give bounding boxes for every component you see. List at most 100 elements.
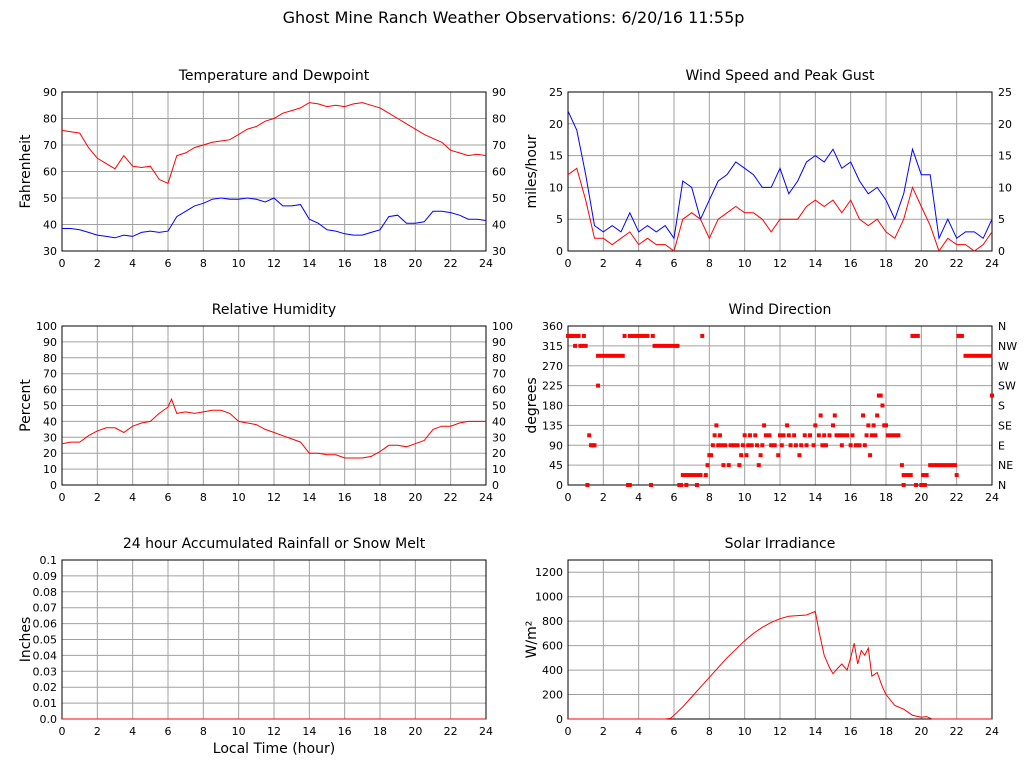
direction-point <box>889 433 894 438</box>
direction-point <box>884 423 888 428</box>
direction-point <box>990 393 994 398</box>
x-tick-label: 12 <box>773 491 787 504</box>
direction-point <box>627 483 632 487</box>
direction-point <box>967 353 972 358</box>
y-tick-label-right: 90 <box>492 336 506 349</box>
chart-title: Wind Direction <box>729 302 832 318</box>
y-tick-label-right: 50 <box>492 400 506 413</box>
x-tick-label: 12 <box>267 725 281 738</box>
y-axis-label: Percent <box>18 379 34 432</box>
x-tick-label: 20 <box>914 725 928 738</box>
direction-point <box>799 443 804 448</box>
direction-point <box>823 443 828 448</box>
y-tick-label: 0.0 <box>40 713 58 726</box>
direction-point <box>896 433 901 438</box>
x-tick-label: 6 <box>671 725 678 738</box>
compass-tick-label: S <box>998 400 1005 413</box>
compass-tick-label: N <box>998 479 1006 492</box>
y-tick-label: 45 <box>549 459 563 472</box>
direction-point <box>954 473 959 478</box>
x-tick-label: 18 <box>879 491 893 504</box>
direction-point <box>938 463 943 468</box>
direction-point <box>576 333 581 338</box>
y-tick-label: 30 <box>43 431 57 444</box>
direction-point <box>687 473 692 478</box>
x-tick-label: 20 <box>914 257 928 270</box>
direction-point <box>788 443 793 448</box>
x-tick-label: 24 <box>479 257 493 270</box>
x-tick-label: 0 <box>59 257 66 270</box>
x-tick-label: 22 <box>950 725 964 738</box>
direction-point <box>981 353 986 358</box>
direction-point <box>834 433 839 438</box>
direction-point <box>922 483 927 487</box>
direction-point <box>808 433 813 438</box>
direction-point <box>675 343 680 348</box>
direction-point <box>827 433 832 438</box>
x-tick-label: 18 <box>879 257 893 270</box>
plot-frame <box>61 91 487 252</box>
compass-tick-label: SE <box>998 419 1012 432</box>
y-tick-label-right: 10 <box>492 463 506 476</box>
direction-point <box>885 433 890 438</box>
direction-point <box>680 473 685 478</box>
direction-point <box>818 413 823 418</box>
direction-point <box>580 343 585 348</box>
direction-point <box>970 353 975 358</box>
x-tick-label: 18 <box>373 491 387 504</box>
x-tick-label: 22 <box>950 257 964 270</box>
plot-frame <box>567 325 993 486</box>
direction-point <box>952 463 957 468</box>
direction-point <box>831 423 835 428</box>
direction-point <box>717 433 722 438</box>
compass-tick-label: N <box>998 320 1006 333</box>
direction-point <box>714 423 719 428</box>
x-tick-label: 14 <box>808 491 822 504</box>
y-tick-label-right: 5 <box>998 213 1005 226</box>
direction-point <box>816 433 821 438</box>
direction-point <box>839 443 844 448</box>
x-tick-label: 14 <box>302 491 316 504</box>
direction-point <box>663 343 668 348</box>
y-tick-label-right: 50 <box>492 192 506 205</box>
direction-point <box>573 343 578 348</box>
y-tick-label: 40 <box>43 415 57 428</box>
x-tick-label: 6 <box>671 257 678 270</box>
x-tick-label: 8 <box>706 491 713 504</box>
direction-point <box>880 403 885 408</box>
y-tick-label: 0 <box>556 713 563 726</box>
y-tick-label: 1200 <box>535 566 563 579</box>
direction-point <box>645 333 650 338</box>
direction-point <box>878 393 883 398</box>
x-tick-label: 0 <box>565 491 572 504</box>
y-tick-label: 180 <box>542 400 563 413</box>
direction-point <box>641 333 646 338</box>
x-tick-label: 14 <box>808 725 822 738</box>
y-tick-label-right: 30 <box>492 431 506 444</box>
x-tick-label: 16 <box>338 725 352 738</box>
x-tick-label: 2 <box>600 491 607 504</box>
direction-point <box>786 433 791 438</box>
direction-point <box>857 443 862 448</box>
x-tick-label: 20 <box>408 491 422 504</box>
direction-point <box>631 333 636 338</box>
x-tick-label: 2 <box>600 725 607 738</box>
direction-point <box>778 433 782 438</box>
x-tick-label: 8 <box>706 257 713 270</box>
x-tick-label: 0 <box>59 491 66 504</box>
direction-point <box>963 353 968 358</box>
direction-point <box>811 443 816 448</box>
x-tick-label: 20 <box>408 257 422 270</box>
direction-point <box>716 443 721 448</box>
direction-point <box>977 353 982 358</box>
direction-point <box>700 333 705 338</box>
direction-point <box>744 453 749 458</box>
direction-point <box>772 443 777 448</box>
direction-point <box>617 353 622 358</box>
direction-point <box>703 473 708 478</box>
x-tick-label: 20 <box>914 491 928 504</box>
series-line-0 <box>567 110 993 241</box>
plot-frame <box>567 91 993 252</box>
